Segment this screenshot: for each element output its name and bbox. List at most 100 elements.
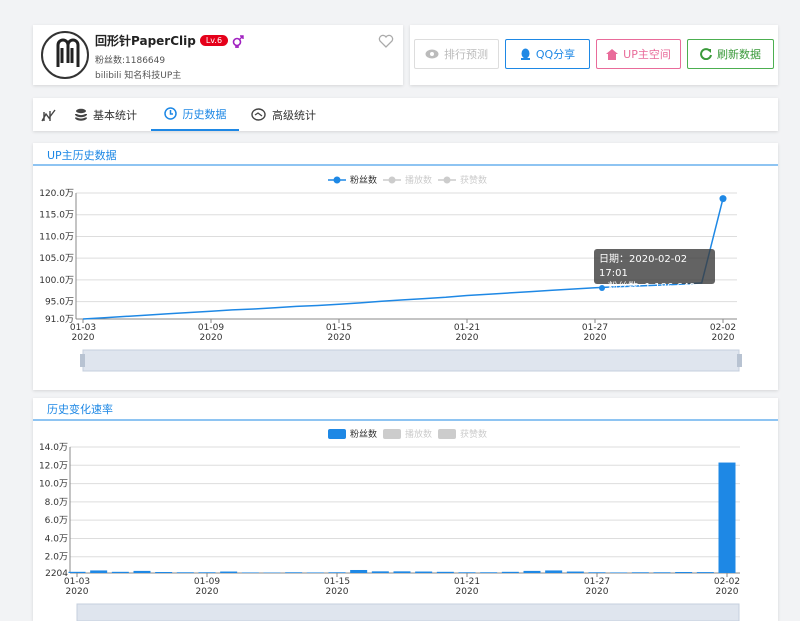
x-tick-sublabel: 2020 <box>72 333 95 343</box>
tab[interactable]: 高级统计 <box>251 98 316 131</box>
bar <box>501 571 519 573</box>
bar <box>133 570 151 573</box>
tab-label: 历史数据 <box>182 107 227 121</box>
x-tick-sublabel: 2020 <box>586 587 609 597</box>
refresh-button[interactable]: 刷新数据 <box>687 39 774 69</box>
y-tick-label: 12.0万 <box>39 461 68 471</box>
y-tick-label: 105.0万 <box>39 254 74 264</box>
x-tick-sublabel: 2020 <box>716 587 739 597</box>
bar <box>111 571 129 573</box>
y-tick-label: 14.0万 <box>39 443 68 453</box>
x-tick-sublabel: 2020 <box>456 587 479 597</box>
bar <box>393 571 411 573</box>
bar <box>198 572 216 573</box>
y-tick-label: 95.0万 <box>45 298 74 308</box>
level-badge: Lv.6 <box>199 35 229 46</box>
x-tick-label: 02-02 <box>710 323 736 333</box>
bar <box>718 462 736 573</box>
x-tick-sublabel: 2020 <box>584 333 607 343</box>
bar <box>523 570 541 573</box>
x-tick-sublabel: 2020 <box>66 587 89 597</box>
fans-count: 粉丝数:1186649 <box>95 56 166 66</box>
legend-label: 播放数 <box>405 174 432 186</box>
legend-icon <box>388 176 396 184</box>
x-tick-label: 02-02 <box>714 577 740 587</box>
legend-label: 粉丝数 <box>350 174 377 186</box>
user-name: 回形针PaperClip <box>95 34 196 48</box>
qq-share-button[interactable]: QQ分享 <box>505 39 590 69</box>
bar <box>631 572 649 573</box>
legend-label: 粉丝数 <box>350 428 377 440</box>
legend-icon <box>328 429 346 439</box>
x-tick-label: 01-09 <box>198 323 224 333</box>
profile-card: 回形针PaperClip Lv.6 粉丝数:1186649 bilibili 知… <box>33 25 403 85</box>
tab-bar: 基本统计 历史数据 高级统计 <box>33 98 778 131</box>
zoom-handle[interactable] <box>737 354 742 367</box>
tab-icon[interactable] <box>41 98 57 131</box>
bar <box>68 571 86 573</box>
x-tick-label: 01-03 <box>70 323 96 333</box>
avatar[interactable] <box>41 31 89 79</box>
x-tick-label: 01-09 <box>194 577 220 587</box>
tooltip: 日期：2020-02-02 17:01 粉丝数: 1,186,649 <box>594 249 715 293</box>
tab[interactable]: 基本统计 <box>75 98 137 131</box>
bar <box>436 571 454 573</box>
card-title: UP主历史数据 <box>47 148 117 162</box>
data-point <box>719 195 727 203</box>
legend-label: 获赞数 <box>460 174 487 186</box>
bar <box>480 572 498 573</box>
bar <box>90 570 108 573</box>
x-tick-label: 01-21 <box>454 323 480 333</box>
y-tick-label: 6.0万 <box>45 516 68 526</box>
bar <box>458 572 476 573</box>
zoom-handle[interactable] <box>80 354 85 367</box>
bar <box>545 570 563 573</box>
bar <box>241 572 259 573</box>
y-tick-label: 115.0万 <box>39 211 74 221</box>
tab-label: 基本统计 <box>93 108 137 122</box>
y-tick-label: 2.0万 <box>45 553 68 563</box>
favorite-button[interactable] <box>378 34 394 48</box>
bar <box>306 572 324 573</box>
y-tick-label: 100.0万 <box>39 276 74 286</box>
button-label: 刷新数据 <box>717 48 761 61</box>
x-tick-sublabel: 2020 <box>200 333 223 343</box>
x-tick-label: 01-15 <box>324 577 350 587</box>
x-tick-sublabel: 2020 <box>456 333 479 343</box>
button-label: 排行预测 <box>444 48 488 61</box>
bar <box>350 569 368 573</box>
tab-label: 高级统计 <box>272 108 316 122</box>
card-title: 历史变化速率 <box>47 402 113 416</box>
y-tick-label: 91.0万 <box>45 315 74 325</box>
legend-icon <box>383 429 401 439</box>
gender-icon <box>232 34 244 48</box>
bar <box>220 571 238 573</box>
line-series <box>82 198 724 320</box>
bar <box>371 571 389 573</box>
zoom-slider[interactable] <box>82 349 740 372</box>
y-tick-label: 110.0万 <box>39 232 74 242</box>
space-button[interactable]: UP主空间 <box>596 39 681 69</box>
x-tick-sublabel: 2020 <box>712 333 735 343</box>
description: bilibili 知名科技UP主 <box>95 71 182 81</box>
x-tick-label: 01-27 <box>584 577 610 587</box>
zoom-slider[interactable] <box>76 603 740 621</box>
bar <box>675 571 693 573</box>
button-label: QQ分享 <box>535 48 576 61</box>
bar <box>653 572 671 573</box>
x-tick-sublabel: 2020 <box>328 333 351 343</box>
y-tick-label: 4.0万 <box>45 534 68 544</box>
y-tick-label: 10.0万 <box>39 480 68 490</box>
x-tick-sublabel: 2020 <box>326 587 349 597</box>
bar <box>588 572 606 573</box>
predict-button[interactable]: 排行预测 <box>414 39 499 69</box>
x-tick-label: 01-03 <box>64 577 90 587</box>
action-card: 排行预测 QQ分享 UP主空间 刷新数据 <box>410 25 778 85</box>
bar <box>566 571 584 573</box>
legend-label: 播放数 <box>405 428 432 440</box>
bar <box>696 572 714 573</box>
tab-active[interactable]: 历史数据 <box>151 98 239 131</box>
y-tick-label: 2204 <box>45 569 68 579</box>
